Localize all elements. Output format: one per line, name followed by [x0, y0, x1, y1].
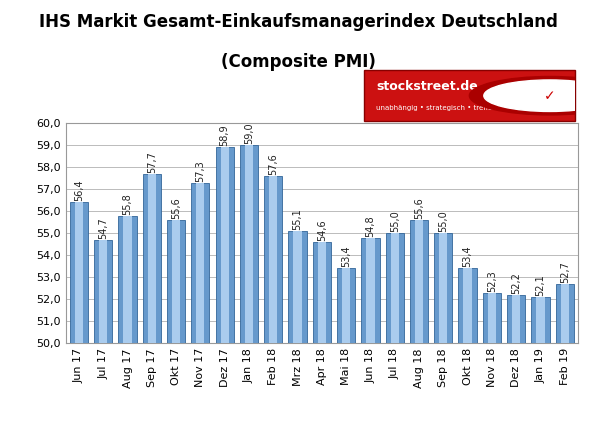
Bar — [172, 220, 180, 343]
Bar — [512, 295, 520, 343]
Text: 55,0: 55,0 — [390, 210, 400, 232]
Bar — [390, 233, 399, 343]
Bar — [196, 183, 204, 343]
Text: 54,7: 54,7 — [98, 217, 108, 239]
Text: 57,6: 57,6 — [268, 153, 278, 175]
Bar — [293, 231, 302, 343]
Text: ✓: ✓ — [544, 89, 555, 103]
Bar — [434, 233, 452, 343]
Bar — [318, 242, 326, 343]
Text: 55,6: 55,6 — [414, 197, 424, 219]
Text: 59,0: 59,0 — [244, 122, 254, 144]
Bar — [458, 268, 477, 343]
Text: 52,1: 52,1 — [535, 274, 545, 296]
Bar — [123, 216, 132, 343]
Bar — [555, 284, 574, 343]
Text: 57,3: 57,3 — [195, 160, 206, 182]
Text: unabhängig • strategisch • treffsicher: unabhängig • strategisch • treffsicher — [376, 105, 510, 111]
Bar — [99, 240, 107, 343]
Text: 56,4: 56,4 — [74, 180, 84, 202]
Text: IHS Markit Gesamt-Einkaufsmanagerindex Deutschland: IHS Markit Gesamt-Einkaufsmanagerindex D… — [39, 13, 557, 31]
Text: 58,9: 58,9 — [220, 125, 229, 147]
Bar — [507, 295, 525, 343]
Bar — [386, 233, 404, 343]
Bar — [245, 145, 253, 343]
Bar — [313, 242, 331, 343]
Text: 52,2: 52,2 — [511, 272, 521, 294]
Bar — [288, 231, 307, 343]
Bar — [439, 233, 448, 343]
Text: 53,4: 53,4 — [341, 246, 351, 268]
Bar — [167, 220, 185, 343]
Bar — [264, 176, 283, 343]
Text: 53,4: 53,4 — [462, 246, 473, 268]
Bar — [410, 220, 428, 343]
Text: 57,7: 57,7 — [147, 151, 157, 173]
Bar — [148, 174, 156, 343]
Text: (Composite PMI): (Composite PMI) — [221, 53, 375, 71]
Text: stockstreet.de: stockstreet.de — [376, 80, 478, 93]
Bar — [415, 220, 423, 343]
Text: 55,0: 55,0 — [438, 210, 448, 232]
Circle shape — [484, 80, 596, 111]
Bar — [75, 202, 83, 343]
Text: 52,3: 52,3 — [487, 270, 497, 292]
Bar — [70, 202, 88, 343]
Bar — [94, 240, 112, 343]
Bar — [221, 147, 229, 343]
Bar — [561, 284, 569, 343]
Bar — [483, 293, 501, 343]
Bar — [367, 238, 374, 343]
Bar — [361, 238, 380, 343]
Circle shape — [470, 77, 596, 115]
Bar — [532, 297, 550, 343]
Bar — [119, 216, 136, 343]
Text: 55,1: 55,1 — [293, 208, 303, 230]
Bar — [488, 293, 496, 343]
Text: 54,6: 54,6 — [317, 219, 327, 241]
Bar — [536, 297, 545, 343]
Bar — [240, 145, 258, 343]
Text: 52,7: 52,7 — [560, 261, 570, 283]
Bar — [337, 268, 355, 343]
Bar — [216, 147, 234, 343]
Text: 55,6: 55,6 — [171, 197, 181, 219]
Bar — [191, 183, 209, 343]
Text: 54,8: 54,8 — [365, 215, 375, 237]
Bar — [269, 176, 277, 343]
Text: 55,8: 55,8 — [123, 193, 132, 215]
Bar — [342, 268, 350, 343]
Bar — [142, 174, 161, 343]
Bar — [464, 268, 471, 343]
